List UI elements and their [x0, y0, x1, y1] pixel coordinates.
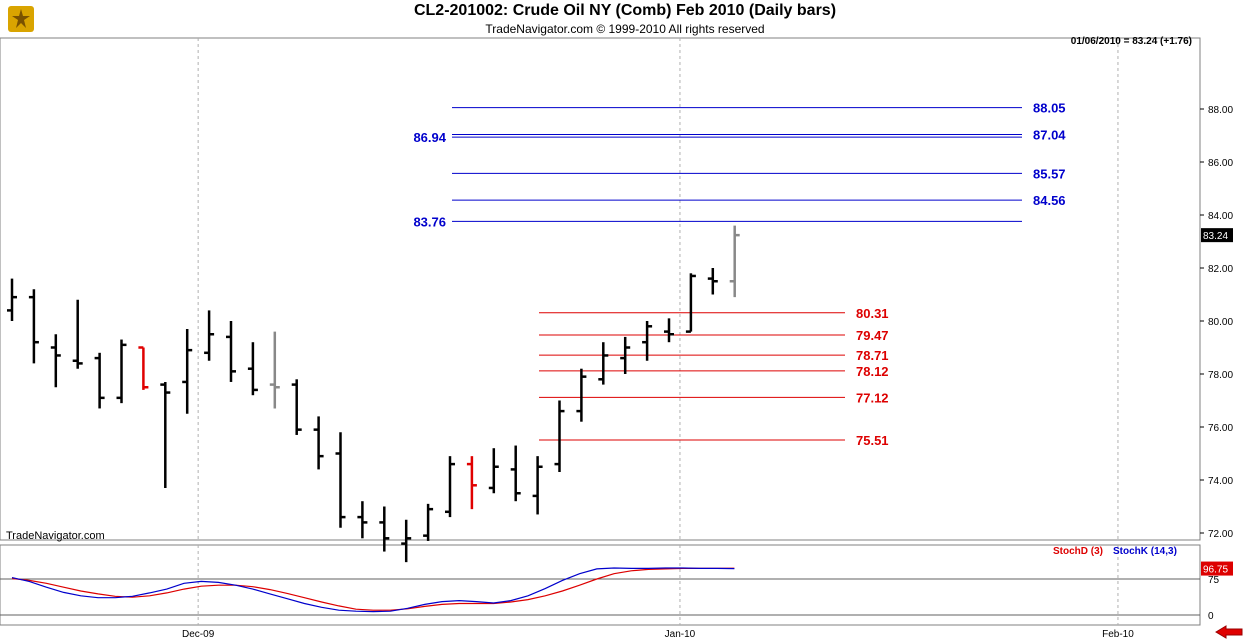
x-tick-label: Jan-10: [665, 629, 696, 640]
red-level-label: 78.71: [856, 348, 889, 363]
legend-stoch-k: StochK (14,3): [1113, 546, 1177, 557]
stoch-d-line: [11, 567, 735, 611]
y-tick-label: 84.00: [1208, 211, 1233, 222]
red-level-label: 78.12: [856, 364, 889, 379]
y-tick-label: 74.00: [1208, 476, 1233, 487]
logo-icon: [8, 6, 34, 32]
blue-level-label: 87.04: [1033, 127, 1066, 142]
stoch-last-value-box: [1201, 561, 1233, 576]
y-tick-label: 80.00: [1208, 317, 1233, 328]
y-tick-label: 78.00: [1208, 370, 1233, 381]
chart-title: CL2-201002: Crude Oil NY (Comb) Feb 2010…: [413, 2, 837, 19]
red-level-label: 79.47: [856, 328, 889, 343]
stoch-k-line: [11, 567, 735, 613]
y-tick-label: 88.00: [1208, 105, 1233, 116]
x-tick-label: Dec-09: [182, 629, 215, 640]
blue-level-left-label: 83.76: [413, 214, 446, 229]
y-tick-label: 82.00: [1208, 264, 1233, 275]
blue-level-left-label: 86.94: [413, 130, 446, 145]
red-level-label: 77.12: [856, 390, 889, 405]
legend-stoch-d: StochD (3): [1053, 546, 1103, 557]
stoch-y-tick-label: 0: [1208, 611, 1214, 622]
y-tick-label: 86.00: [1208, 158, 1233, 169]
scroll-left-arrow-icon[interactable]: [1214, 625, 1244, 639]
last-price-box: [1201, 228, 1233, 243]
red-level-label: 80.31: [856, 306, 889, 321]
y-tick-label: 72.00: [1208, 529, 1233, 540]
red-level-label: 75.51: [856, 433, 889, 448]
blue-level-label: 88.05: [1033, 101, 1066, 116]
chart-subtitle: TradeNavigator.com © 1999-2010 All right…: [485, 22, 765, 36]
price-readout: 01/06/2010 = 83.24 (+1.76): [1070, 36, 1192, 47]
price-panel: [0, 37, 1201, 541]
stoch-panel: [0, 544, 1201, 626]
y-tick-label: 76.00: [1208, 423, 1233, 434]
last-price-label: 83.24: [1203, 231, 1228, 242]
stoch-last-value: 96.75: [1203, 565, 1228, 576]
blue-level-label: 84.56: [1033, 193, 1066, 208]
x-tick-label: Feb-10: [1102, 629, 1134, 640]
blue-level-label: 85.57: [1033, 166, 1066, 181]
watermark: TradeNavigator.com: [6, 530, 105, 542]
stoch-y-tick-label: 75: [1208, 575, 1220, 586]
